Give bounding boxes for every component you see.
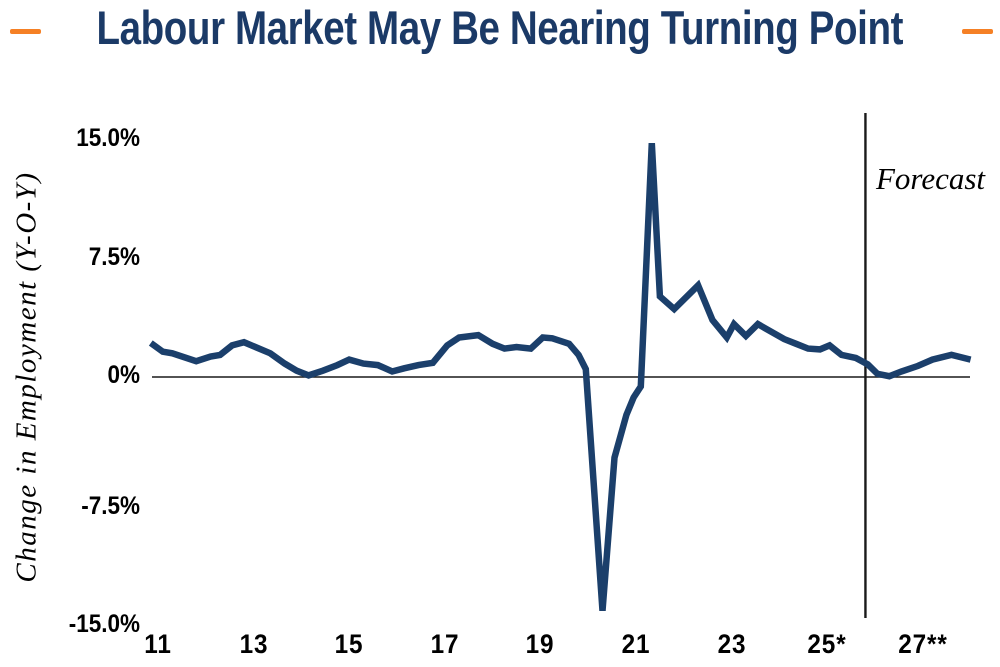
y-tick-label: -15.0%: [68, 610, 140, 638]
page-title: Labour Market May Be Nearing Turning Poi…: [0, 2, 1000, 54]
x-tick-label: 11: [144, 629, 172, 659]
x-tick-label: 27**: [898, 629, 948, 659]
x-tick-label: 21: [621, 629, 651, 659]
employment-line: [148, 143, 972, 612]
page-title-text: Labour Market May Be Nearing Turning Poi…: [96, 1, 904, 54]
x-tick-label: 13: [239, 629, 269, 659]
title-accent-dash-left: [10, 29, 41, 34]
x-tick-label: 19: [525, 629, 555, 659]
y-tick-label: 15.0%: [76, 124, 140, 152]
title-accent-dash-right: [962, 29, 993, 34]
y-tick-label: 0%: [107, 361, 140, 389]
y-tick-label: -7.5%: [81, 491, 140, 520]
x-tick-label: 15: [334, 629, 364, 659]
x-tick-label: 17: [430, 629, 460, 659]
forecast-label: Forecast: [876, 161, 986, 196]
x-tick-label: 25*: [807, 629, 847, 659]
y-tick-label: 7.5%: [88, 242, 140, 271]
x-tick-label: 23: [717, 629, 747, 659]
